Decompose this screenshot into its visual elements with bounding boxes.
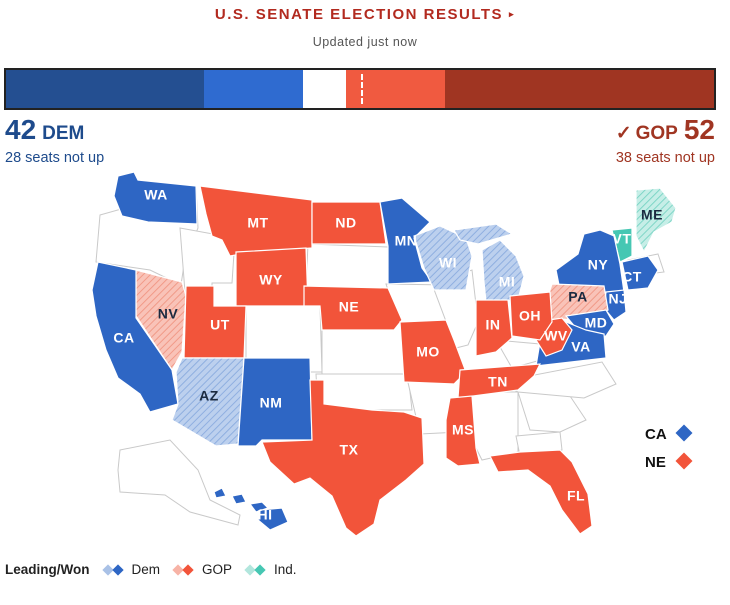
special-race-ca[interactable]: CA xyxy=(645,423,694,443)
label-in: IN xyxy=(486,317,501,333)
label-vt: VT xyxy=(613,231,632,247)
label-nm: NM xyxy=(260,395,283,411)
dem-won-segment xyxy=(204,70,305,108)
title-text: U.S. SENATE ELECTION RESULTS xyxy=(214,6,504,23)
state-me[interactable] xyxy=(635,187,677,254)
label-wi: WI xyxy=(439,255,457,271)
label-wv: WV xyxy=(544,328,568,344)
state-in[interactable] xyxy=(475,299,513,357)
legend-dem-diamonds-icon xyxy=(101,563,124,576)
us-senate-map: WA MT ND MN WI MI ME VT NY CT NJ PA MD V… xyxy=(91,171,677,537)
undecided-segment xyxy=(303,70,347,108)
dem-count-number: 42 xyxy=(5,114,37,145)
label-md: MD xyxy=(585,315,608,331)
updated-status: Updated just now xyxy=(312,35,418,49)
label-ny: NY xyxy=(588,257,609,273)
state-wi[interactable] xyxy=(413,225,473,291)
dem-not-up-text: 28 seats not up xyxy=(5,150,105,166)
label-mt: MT xyxy=(247,215,268,231)
special-race-ne[interactable]: NE xyxy=(645,451,694,471)
label-tx: TX xyxy=(340,442,359,458)
label-nv: NV xyxy=(158,306,179,322)
state-mi[interactable] xyxy=(453,223,525,303)
gop-not-up-text: 38 seats not up xyxy=(615,150,715,166)
label-az: AZ xyxy=(199,388,219,404)
label-va: VA xyxy=(571,339,590,355)
label-tn: TN xyxy=(488,374,508,390)
legend-dem-label: Dem xyxy=(131,562,161,577)
state-ca[interactable] xyxy=(91,261,179,413)
label-fl: FL xyxy=(567,488,585,504)
label-mn: MN xyxy=(395,233,418,249)
legend-gop-diamonds-icon xyxy=(172,563,194,576)
label-pa: PA xyxy=(568,289,587,305)
legend-title: Leading/Won xyxy=(5,562,90,577)
label-me: ME xyxy=(641,207,663,223)
state-fl[interactable] xyxy=(489,449,593,535)
state-ms[interactable] xyxy=(445,395,481,467)
special-race-ca-label: CA xyxy=(645,426,667,443)
dem-count-label: DEM xyxy=(42,123,85,144)
winner-check-icon: ✓ xyxy=(615,123,632,144)
dem-not-up-segment xyxy=(6,70,205,108)
legend-gop-label: GOP xyxy=(202,562,233,577)
state-hi[interactable] xyxy=(213,487,289,531)
legend-dem: Dem xyxy=(101,562,161,577)
title-arrow-icon: ▸ xyxy=(509,9,516,19)
legend-ind: Ind. xyxy=(244,562,297,577)
seat-balance-bar xyxy=(4,68,716,110)
gop-count-label: GOP xyxy=(635,123,678,144)
label-wy: WY xyxy=(259,272,283,288)
gop-count-number: 52 xyxy=(683,114,715,145)
state-wa[interactable] xyxy=(113,171,198,225)
senate-results-title-link[interactable]: U.S. SENATE ELECTION RESULTS ▸ xyxy=(0,6,730,23)
map-legend: Leading/Won Dem GOP Ind. xyxy=(5,562,309,577)
gop-won-diamond-icon xyxy=(675,452,693,470)
state-nm[interactable] xyxy=(237,357,313,447)
label-nd: ND xyxy=(335,215,356,231)
state-nd[interactable] xyxy=(311,201,387,245)
state-ne[interactable] xyxy=(303,285,403,331)
label-nj: NJ xyxy=(609,291,628,307)
label-ct: CT xyxy=(622,269,642,285)
state-mn[interactable] xyxy=(379,197,434,285)
label-ne: NE xyxy=(339,299,359,315)
special-race-ne-label: NE xyxy=(645,454,666,471)
majority-line xyxy=(361,74,363,104)
label-ca: CA xyxy=(113,330,134,346)
label-wa: WA xyxy=(144,187,168,203)
state-tx[interactable] xyxy=(261,379,425,537)
legend-gop: GOP xyxy=(172,562,232,577)
gop-seat-count: ✓ GOP 52 xyxy=(616,114,715,146)
label-mi: MI xyxy=(499,274,516,290)
dem-won-diamond-icon xyxy=(675,424,693,442)
label-mo: MO xyxy=(416,344,440,360)
state-labels: WA MT ND MN WI MI ME VT NY CT NJ PA MD V… xyxy=(113,187,663,523)
label-hi: HI xyxy=(258,507,273,523)
label-oh: OH xyxy=(519,308,541,324)
label-ut: UT xyxy=(210,317,230,333)
state-tn[interactable] xyxy=(457,363,542,399)
states-layer xyxy=(91,171,677,537)
label-ms: MS xyxy=(452,422,474,438)
state-ct[interactable] xyxy=(621,255,659,291)
legend-ind-label: Ind. xyxy=(274,562,297,577)
legend-ind-diamonds-icon xyxy=(244,563,266,576)
dem-seat-count: 42 DEM xyxy=(5,114,84,146)
gop-not-up-segment xyxy=(444,70,714,108)
